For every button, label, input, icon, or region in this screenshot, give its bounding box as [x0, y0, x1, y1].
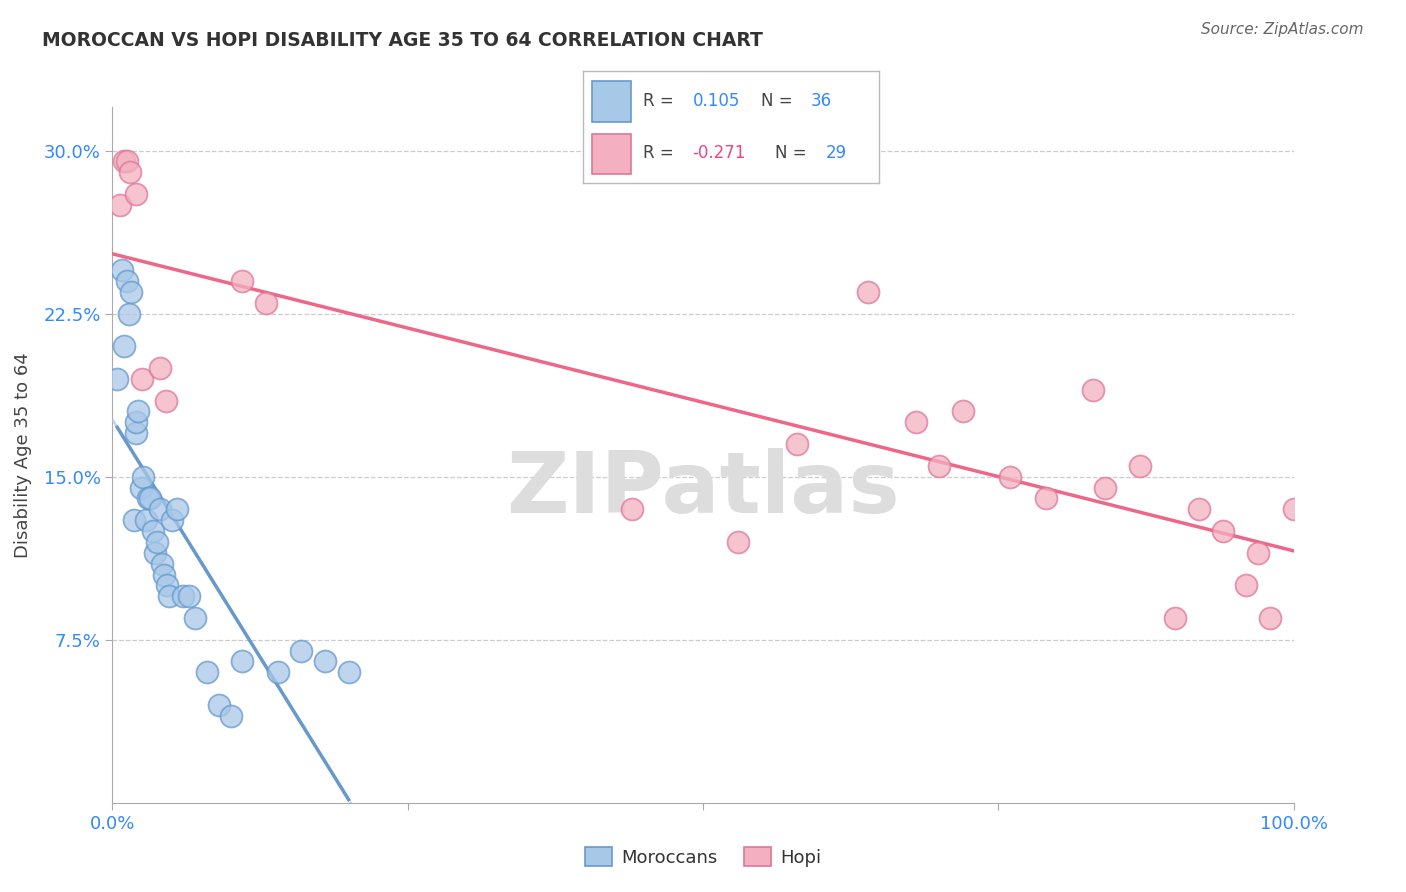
Legend: Moroccans, Hopi: Moroccans, Hopi [578, 840, 828, 874]
Point [139, 491, 162, 506]
Text: R =: R = [643, 92, 679, 110]
Point [112, 339, 135, 353]
Point [231, 274, 253, 288]
Point [132, 469, 155, 483]
Point [127, 404, 149, 418]
Text: R =: R = [643, 145, 679, 162]
Point [998, 469, 1021, 483]
Point [105, 372, 128, 386]
Point [125, 186, 148, 201]
Text: 0.105: 0.105 [693, 92, 740, 110]
Point [131, 372, 153, 386]
Point [179, 589, 201, 603]
Point [1247, 546, 1270, 560]
Text: Source: ZipAtlas.com: Source: ZipAtlas.com [1201, 22, 1364, 37]
Point [136, 491, 159, 506]
Point [952, 404, 974, 418]
Point [172, 589, 194, 603]
Point [727, 535, 749, 549]
Text: 36: 36 [811, 92, 832, 110]
Point [1129, 458, 1152, 473]
Point [314, 655, 336, 669]
Text: MOROCCAN VS HOPI DISABILITY AGE 35 TO 64 CORRELATION CHART: MOROCCAN VS HOPI DISABILITY AGE 35 TO 64… [42, 31, 763, 50]
Point [142, 524, 165, 538]
Text: 29: 29 [825, 145, 846, 162]
Point [160, 513, 183, 527]
Point [157, 589, 180, 603]
Point [149, 360, 172, 375]
Point [125, 415, 148, 429]
Point [1258, 611, 1281, 625]
Point [129, 481, 152, 495]
Text: N =: N = [761, 92, 797, 110]
Point [928, 458, 950, 473]
Point [111, 263, 134, 277]
Text: ZIPatlas: ZIPatlas [506, 448, 900, 532]
Point [621, 502, 644, 516]
Point [231, 655, 253, 669]
Point [143, 546, 166, 560]
Point [267, 665, 290, 680]
Point [1188, 502, 1211, 516]
Point [254, 295, 277, 310]
Point [208, 698, 231, 712]
Point [156, 578, 179, 592]
Point [184, 611, 207, 625]
Point [108, 198, 131, 212]
Point [1094, 481, 1116, 495]
Text: -0.271: -0.271 [693, 145, 747, 162]
Point [150, 557, 173, 571]
Point [135, 513, 157, 527]
Point [118, 307, 141, 321]
Point [155, 393, 177, 408]
Point [1282, 502, 1305, 516]
Point [153, 567, 176, 582]
Point [1212, 524, 1234, 538]
Point [1164, 611, 1187, 625]
FancyBboxPatch shape [592, 81, 631, 121]
Point [904, 415, 927, 429]
Y-axis label: Disability Age 35 to 64: Disability Age 35 to 64 [14, 352, 32, 558]
Text: N =: N = [776, 145, 813, 162]
Point [858, 285, 880, 299]
Point [290, 643, 312, 657]
Point [149, 502, 172, 516]
Point [219, 708, 242, 723]
Point [1234, 578, 1257, 592]
Point [115, 154, 138, 169]
Point [115, 274, 138, 288]
Point [786, 437, 808, 451]
Point [125, 426, 148, 441]
Point [146, 535, 169, 549]
FancyBboxPatch shape [592, 134, 631, 174]
Point [112, 154, 135, 169]
Point [1081, 383, 1104, 397]
Point [1035, 491, 1057, 506]
Point [337, 665, 360, 680]
Point [195, 665, 218, 680]
Point [166, 502, 188, 516]
Point [122, 513, 145, 527]
Point [120, 165, 142, 179]
Point [120, 285, 142, 299]
